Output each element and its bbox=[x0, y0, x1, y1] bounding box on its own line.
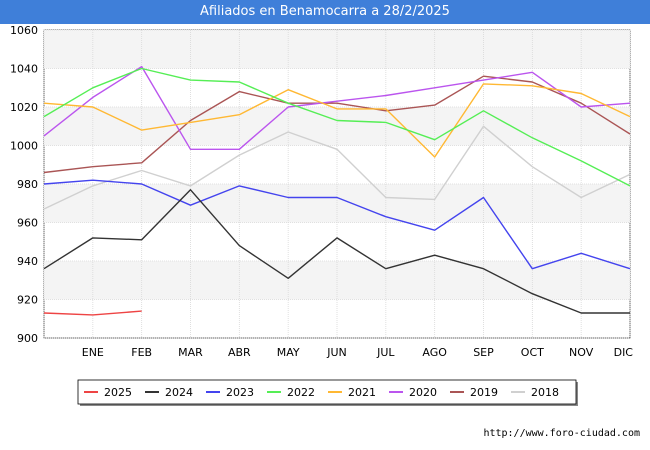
y-tick-label: 1040 bbox=[10, 63, 38, 76]
x-tick-label: OCT bbox=[521, 346, 544, 359]
source-url[interactable]: http://www.foro-ciudad.com bbox=[483, 428, 640, 439]
series-line-2024 bbox=[43, 189, 630, 314]
series-line-2023 bbox=[43, 179, 631, 270]
x-tick-label: AGO bbox=[422, 346, 447, 359]
x-tick-label: DIC bbox=[614, 346, 634, 359]
y-tick-label: 1020 bbox=[10, 101, 38, 114]
y-tick-label: 960 bbox=[17, 217, 38, 230]
x-tick-label: NOV bbox=[569, 346, 594, 359]
legend-label-2021: 2021 bbox=[348, 386, 376, 399]
series-line-2020 bbox=[43, 65, 631, 151]
y-tick-label: 1000 bbox=[10, 140, 38, 153]
series-line-2021 bbox=[43, 83, 631, 158]
legend-label-2025: 2025 bbox=[104, 386, 132, 399]
series-line-2019 bbox=[43, 75, 631, 174]
series-line-2018 bbox=[43, 125, 631, 210]
y-tick-label: 920 bbox=[17, 294, 38, 307]
y-tick-label: 1060 bbox=[10, 24, 38, 37]
y-tick-label: 900 bbox=[17, 332, 38, 345]
y-tick-label: 940 bbox=[17, 255, 38, 268]
legend-label-2020: 2020 bbox=[409, 386, 437, 399]
x-tick-label: ABR bbox=[228, 346, 251, 359]
legend-box bbox=[77, 379, 577, 405]
x-tick-label: FEB bbox=[131, 346, 152, 359]
x-tick-label: ENE bbox=[82, 346, 104, 359]
legend-label-2022: 2022 bbox=[287, 386, 315, 399]
legend-label-2018: 2018 bbox=[531, 386, 559, 399]
x-tick-label: JUN bbox=[326, 346, 347, 359]
y-tick-label: 980 bbox=[17, 178, 38, 191]
x-tick-label: SEP bbox=[473, 346, 494, 359]
legend-label-2019: 2019 bbox=[470, 386, 498, 399]
x-tick-label: MAY bbox=[277, 346, 300, 359]
x-tick-label: MAR bbox=[178, 346, 203, 359]
series-line-2022 bbox=[43, 67, 631, 187]
x-tick-label: JUL bbox=[376, 346, 395, 359]
series-line-2025 bbox=[43, 310, 142, 316]
legend-label-2023: 2023 bbox=[226, 386, 254, 399]
chart-title: Afiliados en Benamocarra a 28/2/2025 bbox=[0, 0, 650, 24]
legend-label-2024: 2024 bbox=[165, 386, 193, 399]
